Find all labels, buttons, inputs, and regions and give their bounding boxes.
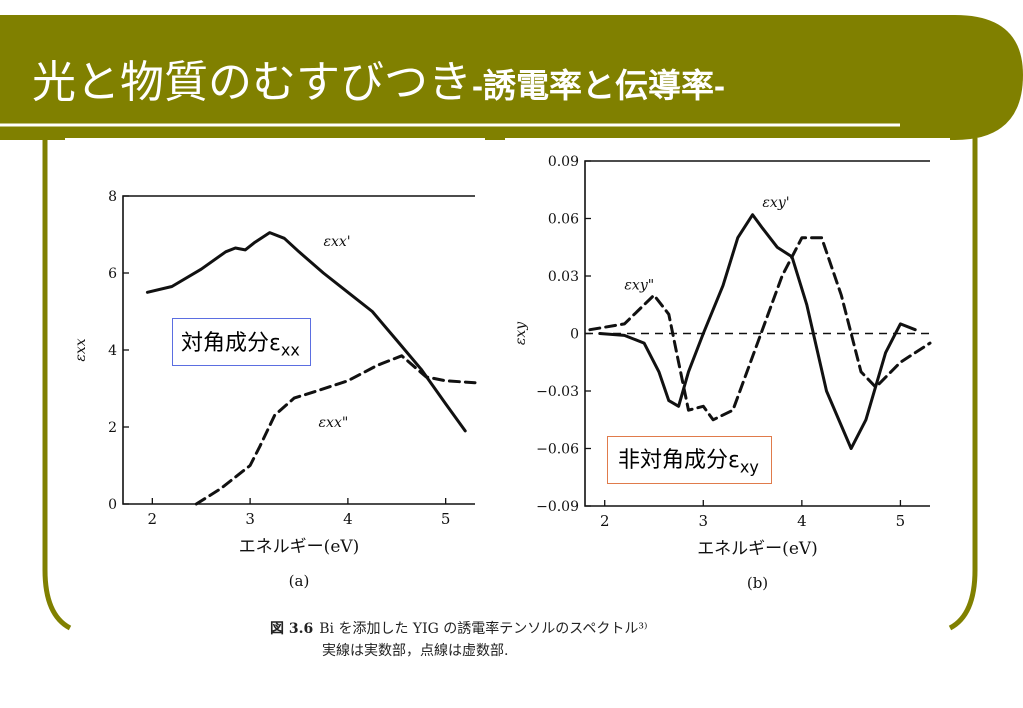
chart-0-series-1-label: εxx" bbox=[319, 415, 349, 431]
chart-0-xtick-label: 3 bbox=[245, 510, 255, 528]
caption-fig-label: 図 3.6 bbox=[270, 621, 314, 637]
annotation-diagonal-sub: xx bbox=[280, 340, 300, 360]
chart-0-series-1-line bbox=[194, 354, 477, 506]
chart-1-ytick-label: −0.06 bbox=[536, 442, 579, 458]
chart-a: 2 3 4 5 0 2 4 6 8 エネルギー(eV) εxx (a) εxx' εxx" bbox=[73, 189, 477, 590]
chart-1-series-0-label: εxy' bbox=[762, 195, 789, 211]
annotation-offdiagonal: 非対角成分εxy bbox=[607, 436, 772, 485]
chart-1-series-1-label: εxy" bbox=[624, 277, 654, 293]
annotation-diagonal-text: 対角成分ε bbox=[181, 331, 281, 356]
frame-right-bracket bbox=[948, 138, 978, 631]
chart-1-panel-label: (b) bbox=[747, 574, 768, 592]
chart-1-xlabel: エネルギー(eV) bbox=[697, 539, 818, 559]
caption-text-1: Bi を添加した YIG の誘電率テンソルのスペクトル³⁾ bbox=[319, 621, 648, 637]
chart-1-xtick-label: 4 bbox=[797, 512, 807, 530]
chart-0-ylabel: εxx bbox=[73, 338, 89, 361]
annotation-offdiagonal-sub: xy bbox=[739, 457, 759, 477]
chart-1-series-1-line bbox=[588, 236, 932, 422]
chart-0-ytick-label: 0 bbox=[108, 497, 117, 513]
chart-0-ytick-label: 6 bbox=[108, 266, 117, 282]
chart-1-ytick-label: −0.03 bbox=[536, 384, 579, 400]
chart-1-xtick-label: 2 bbox=[600, 512, 610, 530]
chart-1-xtick-label: 5 bbox=[896, 512, 906, 530]
caption-text-2: 実線は実数部，点線は虚数部. bbox=[322, 643, 509, 659]
caption-line-1: 図 3.6 Bi を添加した YIG の誘電率テンソルのスペクトル³⁾ bbox=[270, 618, 647, 640]
annotation-offdiagonal-text: 非対角成分ε bbox=[618, 448, 740, 473]
chart-0-xtick-label: 4 bbox=[343, 510, 353, 528]
chart-0-ytick-label: 2 bbox=[108, 420, 117, 436]
chart-0-ytick-label: 4 bbox=[108, 343, 117, 359]
chart-0-xtick-label: 2 bbox=[148, 510, 158, 528]
slide-title-main: 光と物質のむすびつき bbox=[32, 58, 472, 107]
caption-line-2: 実線は実数部，点線は虚数部. bbox=[270, 640, 647, 662]
chart-0-panel-label: (a) bbox=[289, 572, 310, 590]
figure-caption: 図 3.6 Bi を添加した YIG の誘電率テンソルのスペクトル³⁾ 実線は実数… bbox=[270, 618, 647, 662]
chart-0-ytick-label: 8 bbox=[108, 189, 117, 205]
chart-1-ytick-label: 0.06 bbox=[548, 212, 579, 228]
chart-1-series-0-line bbox=[598, 213, 917, 450]
chart-1-ytick-label: −0.09 bbox=[536, 499, 579, 515]
chart-0-xlabel: エネルギー(eV) bbox=[239, 537, 360, 557]
frame-left-bracket bbox=[42, 138, 72, 631]
chart-0-series-0-label: εxx' bbox=[323, 234, 350, 250]
chart-1-ytick-label: 0.03 bbox=[548, 269, 579, 285]
slide-title-sub: -誘電率と伝導率- bbox=[472, 67, 725, 104]
chart-0-xtick-label: 5 bbox=[441, 510, 451, 528]
slide-title: 光と物質のむすびつき-誘電率と伝導率- bbox=[32, 46, 725, 110]
chart-panel-a: 2 3 4 5 0 2 4 6 8 エネルギー(eV) εxx (a) εxx' εxx" bbox=[65, 138, 485, 608]
chart-1-ytick-label: 0 bbox=[570, 327, 579, 343]
chart-b: 2 3 4 5 −0.09 −0.06 −0.03 0 0.03 0.06 0.09 エネルギー(eV… bbox=[513, 154, 932, 592]
chart-1-ytick-label: 0.09 bbox=[548, 154, 579, 170]
chart-1-ylabel: εxy bbox=[513, 321, 529, 345]
title-banner bbox=[0, 15, 1023, 140]
chart-0-series-0-line bbox=[145, 231, 467, 433]
chart-panel-b: 2 3 4 5 −0.09 −0.06 −0.03 0 0.03 0.06 0.09 エネルギー(eV… bbox=[505, 138, 950, 608]
annotation-diagonal: 対角成分εxx bbox=[172, 318, 311, 367]
chart-1-xtick-label: 3 bbox=[699, 512, 709, 530]
